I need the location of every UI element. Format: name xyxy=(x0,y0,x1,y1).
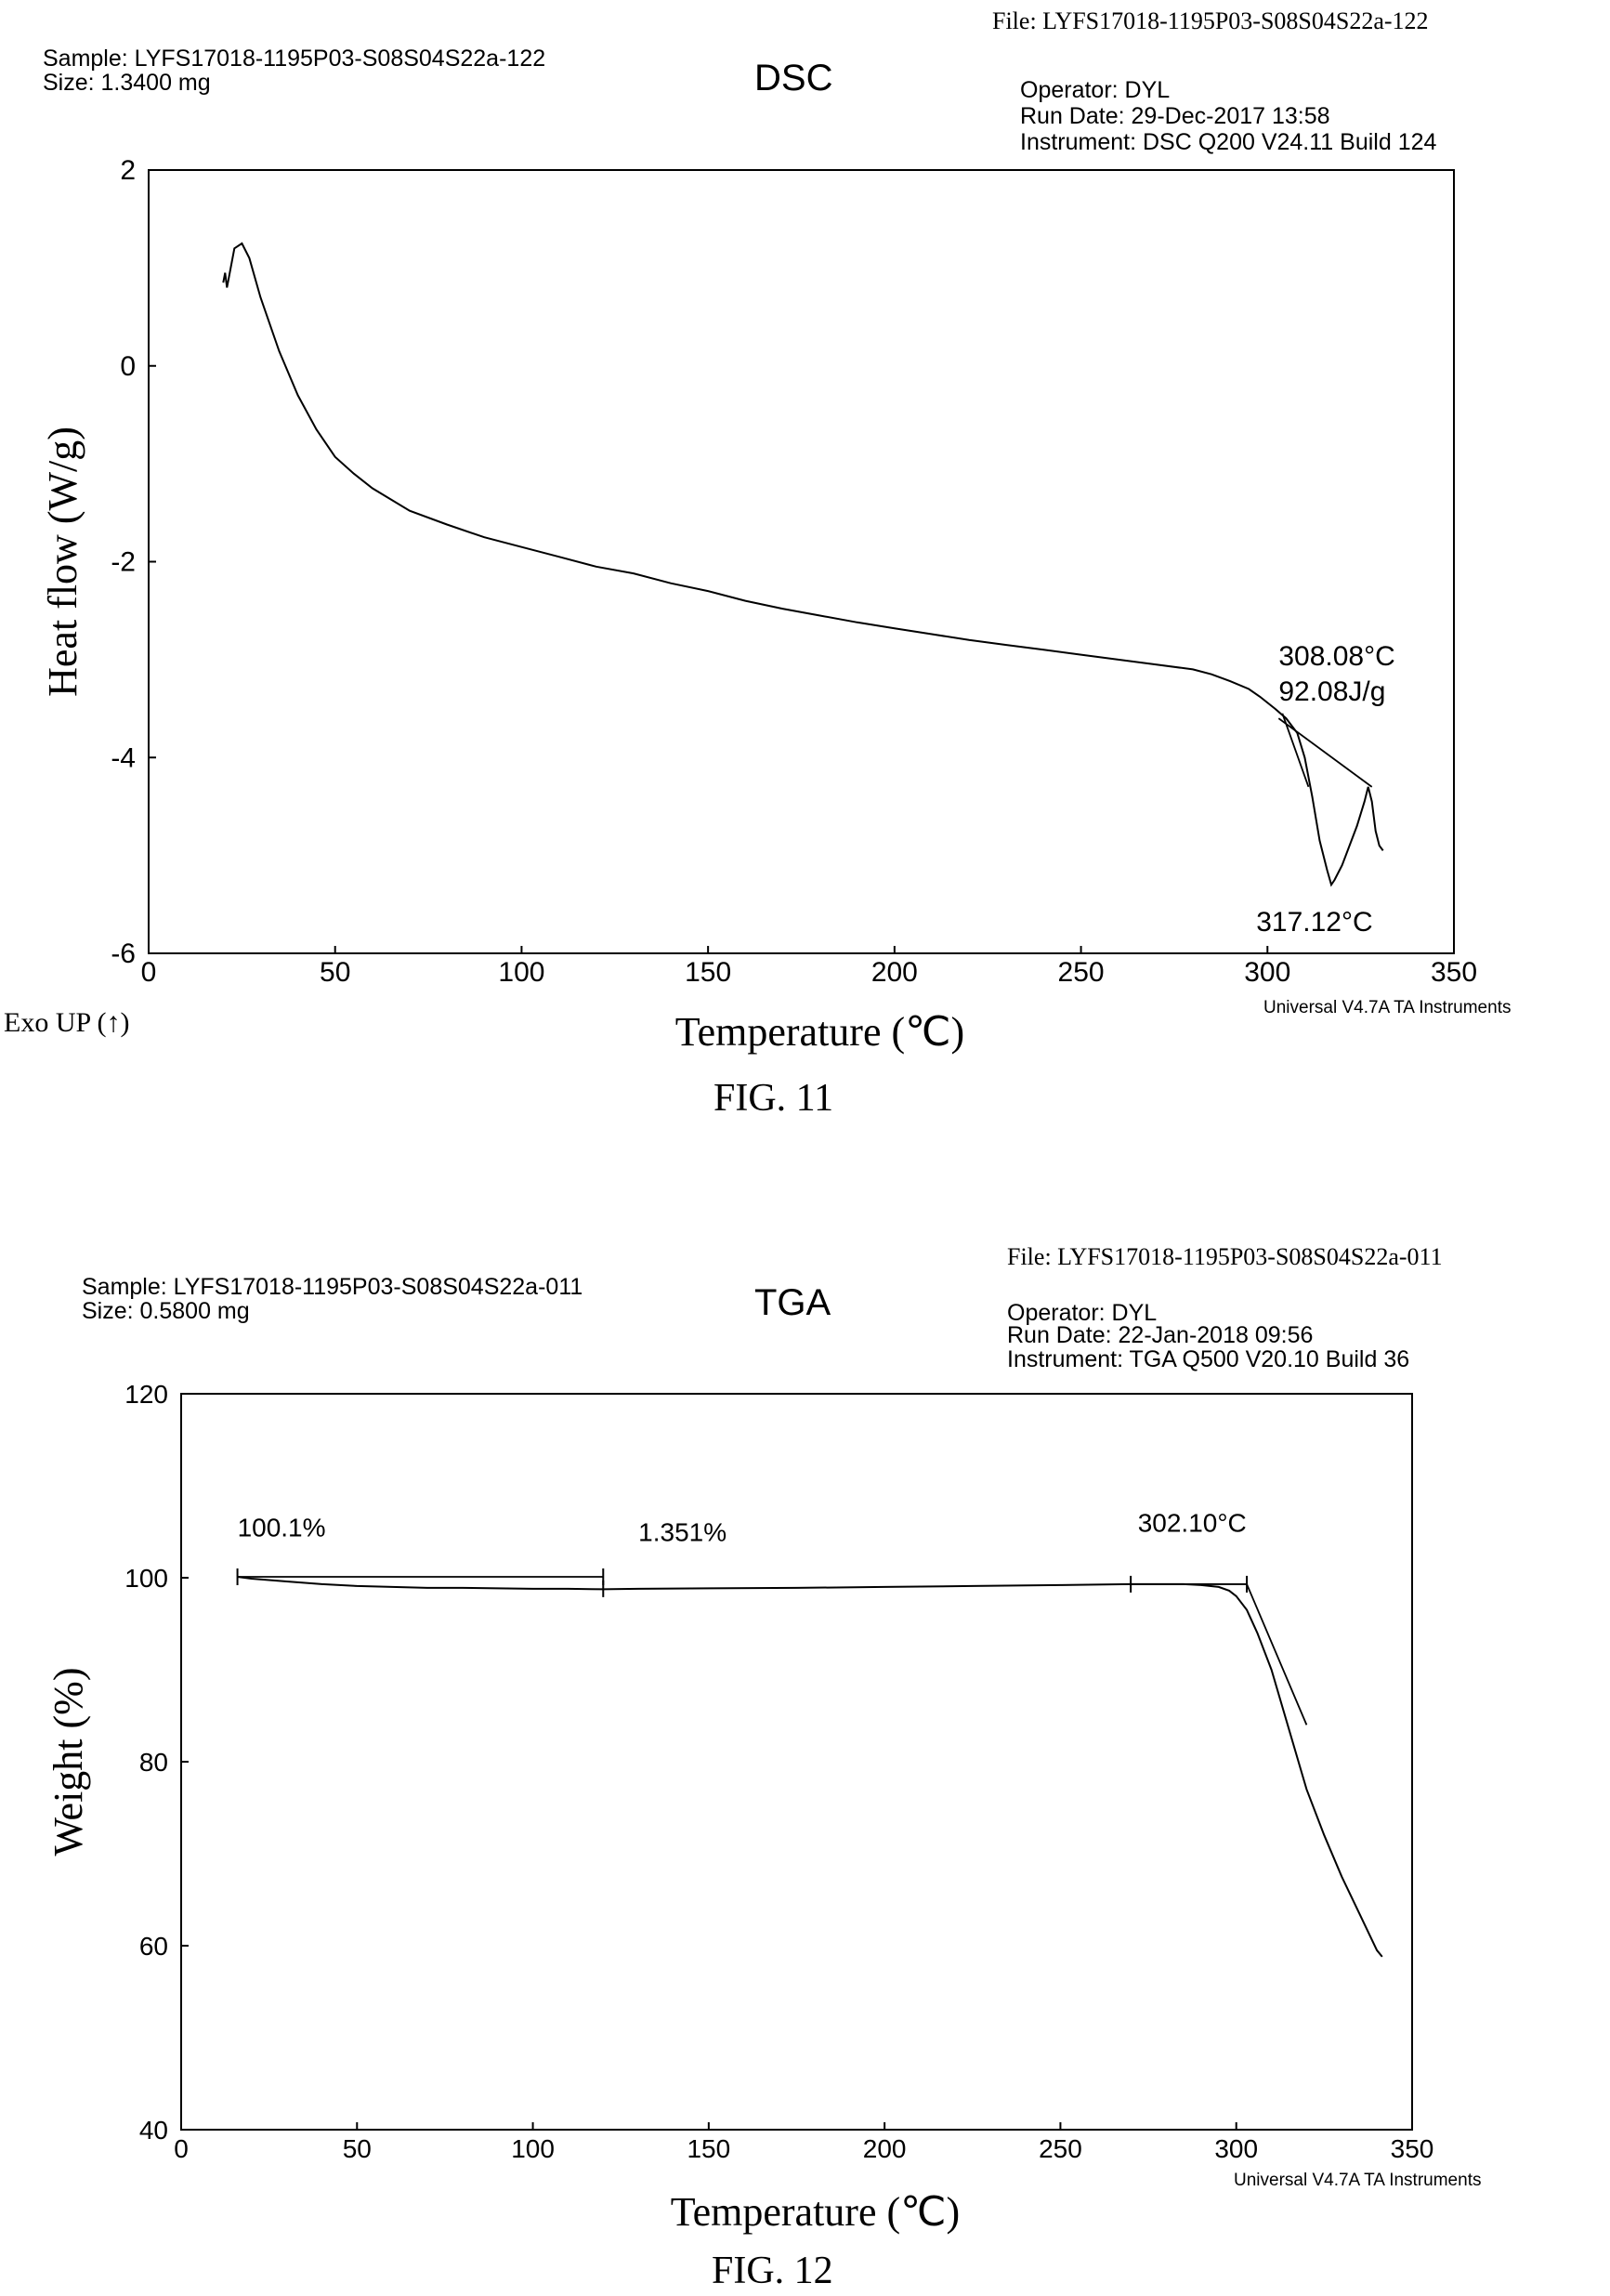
tga-operator-label: Operator: DYL xyxy=(1007,1300,1158,1326)
dsc-baseline-construction xyxy=(1277,717,1373,788)
dsc-sample-label: Sample: LYFS17018-1195P03-S08S04S22a-122 xyxy=(43,46,546,72)
dsc-x-tick-label: 200 xyxy=(871,957,918,988)
tga-x-tick-label: 0 xyxy=(174,2134,189,2163)
dsc-y-tick-label: 0 xyxy=(120,351,136,382)
dsc-file-label: File: LYFS17018-1195P03-S08S04S22a-122 xyxy=(992,7,1429,34)
dsc-y-tick-label: 2 xyxy=(120,155,136,186)
dsc-x-tick-label: 350 xyxy=(1431,957,1477,988)
dsc-operator-label: Operator: DYL xyxy=(1020,77,1171,103)
dsc-plot: 0 50 100 150 200 250 300 350 -6 -4 -2 0 2 Temperature… xyxy=(40,155,1477,1055)
dsc-instrument-label: Instrument: DSC Q200 V24.11 Build 124 xyxy=(1020,129,1437,155)
dsc-exo-label: Exo UP (↑) xyxy=(4,1007,130,1038)
tga-x-tick-label: 200 xyxy=(863,2134,907,2163)
tga-y-tick-label: 100 xyxy=(124,1564,168,1593)
tga-y-tick-label: 80 xyxy=(139,1748,168,1777)
tga-weight-loss-annotation: 1.351% xyxy=(638,1517,726,1546)
tga-x-tick-label: 250 xyxy=(1039,2134,1082,2163)
tga-onset-tangent xyxy=(1246,1583,1308,1725)
tga-sample-label: Sample: LYFS17018-1195P03-S08S04S22a-011 xyxy=(82,1274,583,1300)
dsc-peak-annotation: 317.12°C xyxy=(1256,907,1372,938)
dsc-x-tick-label: 150 xyxy=(685,957,731,988)
tga-plot-frame xyxy=(180,1393,1413,2131)
dsc-enthalpy-annotation: 92.08J/g xyxy=(1278,676,1385,707)
tga-software-label: Universal V4.7A TA Instruments xyxy=(1234,2171,1482,2190)
dsc-software-label: Universal V4.7A TA Instruments xyxy=(1263,998,1512,1017)
tga-instrument-label: Instrument: TGA Q500 V20.10 Build 36 xyxy=(1007,1346,1410,1372)
fig-12-caption: FIG. 12 xyxy=(712,2250,833,2292)
dsc-run-date-label: Run Date: 29-Dec-2017 13:58 xyxy=(1020,103,1330,129)
dsc-y-tick-label: -4 xyxy=(111,742,136,773)
dsc-title: DSC xyxy=(754,58,833,98)
dsc-x-tick-label: 100 xyxy=(498,957,544,988)
tga-x-tick-label: 150 xyxy=(687,2134,730,2163)
dsc-x-tick-label: 0 xyxy=(141,957,157,988)
tga-plot: 0 50 100 150 200 250 300 350 40 60 80 100 120 Tempera… xyxy=(46,1380,1433,2235)
dsc-tangent-construction xyxy=(1281,713,1310,788)
dsc-x-tick-label: 250 xyxy=(1058,957,1105,988)
tga-y-tick-label: 60 xyxy=(139,1932,168,1961)
tga-x-tick-label: 100 xyxy=(511,2134,555,2163)
tga-y-tick-label: 40 xyxy=(139,2116,168,2145)
fig-11-caption: FIG. 11 xyxy=(713,1077,834,1120)
tga-y-axis-label: Weight (%) xyxy=(46,1668,91,1856)
dsc-y-axis-label: Heat flow (W/g) xyxy=(40,426,85,697)
dsc-onset-annotation: 308.08°C xyxy=(1278,641,1394,672)
tga-x-tick-label: 300 xyxy=(1214,2134,1258,2163)
dsc-y-tick-label: -2 xyxy=(111,547,136,578)
dsc-plot-frame xyxy=(148,169,1455,954)
tga-run-date-label: Run Date: 22-Jan-2018 09:56 xyxy=(1007,1322,1314,1348)
tga-x-axis-label: Temperature (℃) xyxy=(671,2189,960,2235)
dsc-x-tick-label: 50 xyxy=(320,957,350,988)
tga-x-tick-label: 350 xyxy=(1391,2134,1434,2163)
tga-title: TGA xyxy=(754,1282,831,1323)
dsc-x-axis-label: Temperature (℃) xyxy=(675,1009,964,1055)
tga-file-label: File: LYFS17018-1195P03-S08S04S22a-011 xyxy=(1007,1243,1443,1270)
tga-initial-weight-annotation: 100.1% xyxy=(238,1513,326,1542)
tga-series-line xyxy=(237,1576,1383,1958)
dsc-x-tick-label: 300 xyxy=(1244,957,1290,988)
tga-size-label: Size: 0.5800 mg xyxy=(82,1298,250,1324)
tga-x-tick-label: 50 xyxy=(343,2134,372,2163)
dsc-series-line xyxy=(222,242,1384,887)
dsc-y-tick-label: -6 xyxy=(111,938,136,969)
dsc-size-label: Size: 1.3400 mg xyxy=(43,70,211,96)
tga-onset-annotation: 302.10°C xyxy=(1138,1509,1247,1538)
tga-y-tick-label: 120 xyxy=(124,1380,168,1409)
